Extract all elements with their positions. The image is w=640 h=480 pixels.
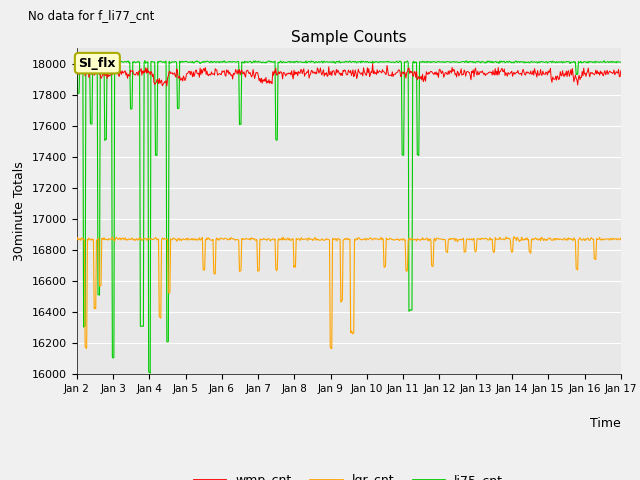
Text: Time: Time — [590, 417, 621, 430]
Text: No data for f_li77_cnt: No data for f_li77_cnt — [28, 9, 154, 22]
Text: SI_flx: SI_flx — [79, 57, 116, 70]
Legend: wmp_cnt, lgr_cnt, li75_cnt: wmp_cnt, lgr_cnt, li75_cnt — [189, 469, 508, 480]
Title: Sample Counts: Sample Counts — [291, 30, 406, 46]
Y-axis label: 30minute Totals: 30minute Totals — [13, 161, 26, 261]
